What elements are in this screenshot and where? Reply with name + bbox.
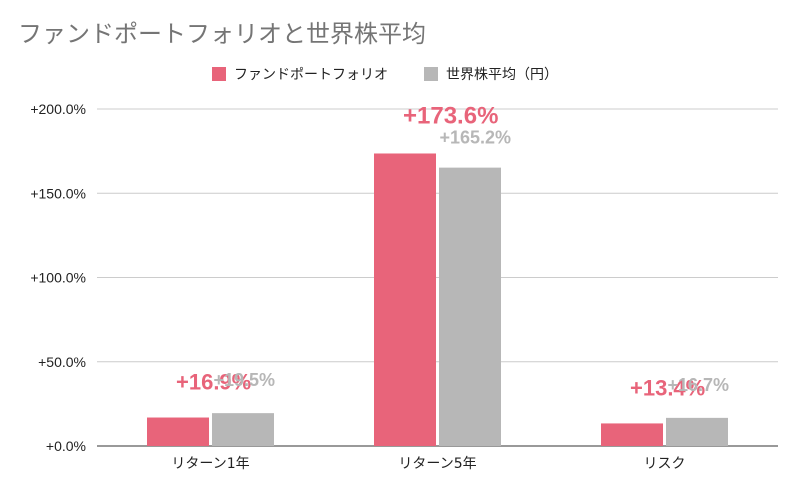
bar [439,167,501,446]
legend-swatch-world [424,67,438,81]
legend-item-fund: ファンドポートフォリオ [212,64,388,84]
legend-label-world: 世界株平均（円） [446,67,558,83]
y-tick-label: +100.0% [30,270,86,286]
x-category-label: リターン5年 [398,456,476,472]
legend-label-fund: ファンドポートフォリオ [234,67,388,83]
bar [601,423,663,446]
data-label: +173.6% [403,102,498,129]
x-category-label: リターン1年 [171,456,249,472]
data-label: +165.2% [440,128,512,148]
data-label: +16.9% [176,370,251,395]
data-label: +19.5% [214,370,276,390]
bar [147,417,209,446]
bar [666,417,728,446]
legend-swatch-fund [212,67,226,81]
y-tick-label: +50.0% [38,354,86,370]
y-tick-label: +200.0% [30,101,86,117]
chart-title: ファンドポートフォリオと世界株平均 [18,20,426,48]
x-category-label: リスク [644,456,686,472]
bar [212,413,274,446]
legend-item-world: 世界株平均（円） [424,64,558,84]
data-label: +16.7% [668,375,730,395]
bar [374,153,436,446]
legend: ファンドポートフォリオ 世界株平均（円） [0,64,800,84]
data-label: +13.4% [630,375,705,400]
y-tick-label: +0.0% [46,438,86,454]
y-tick-label: +150.0% [30,185,86,201]
